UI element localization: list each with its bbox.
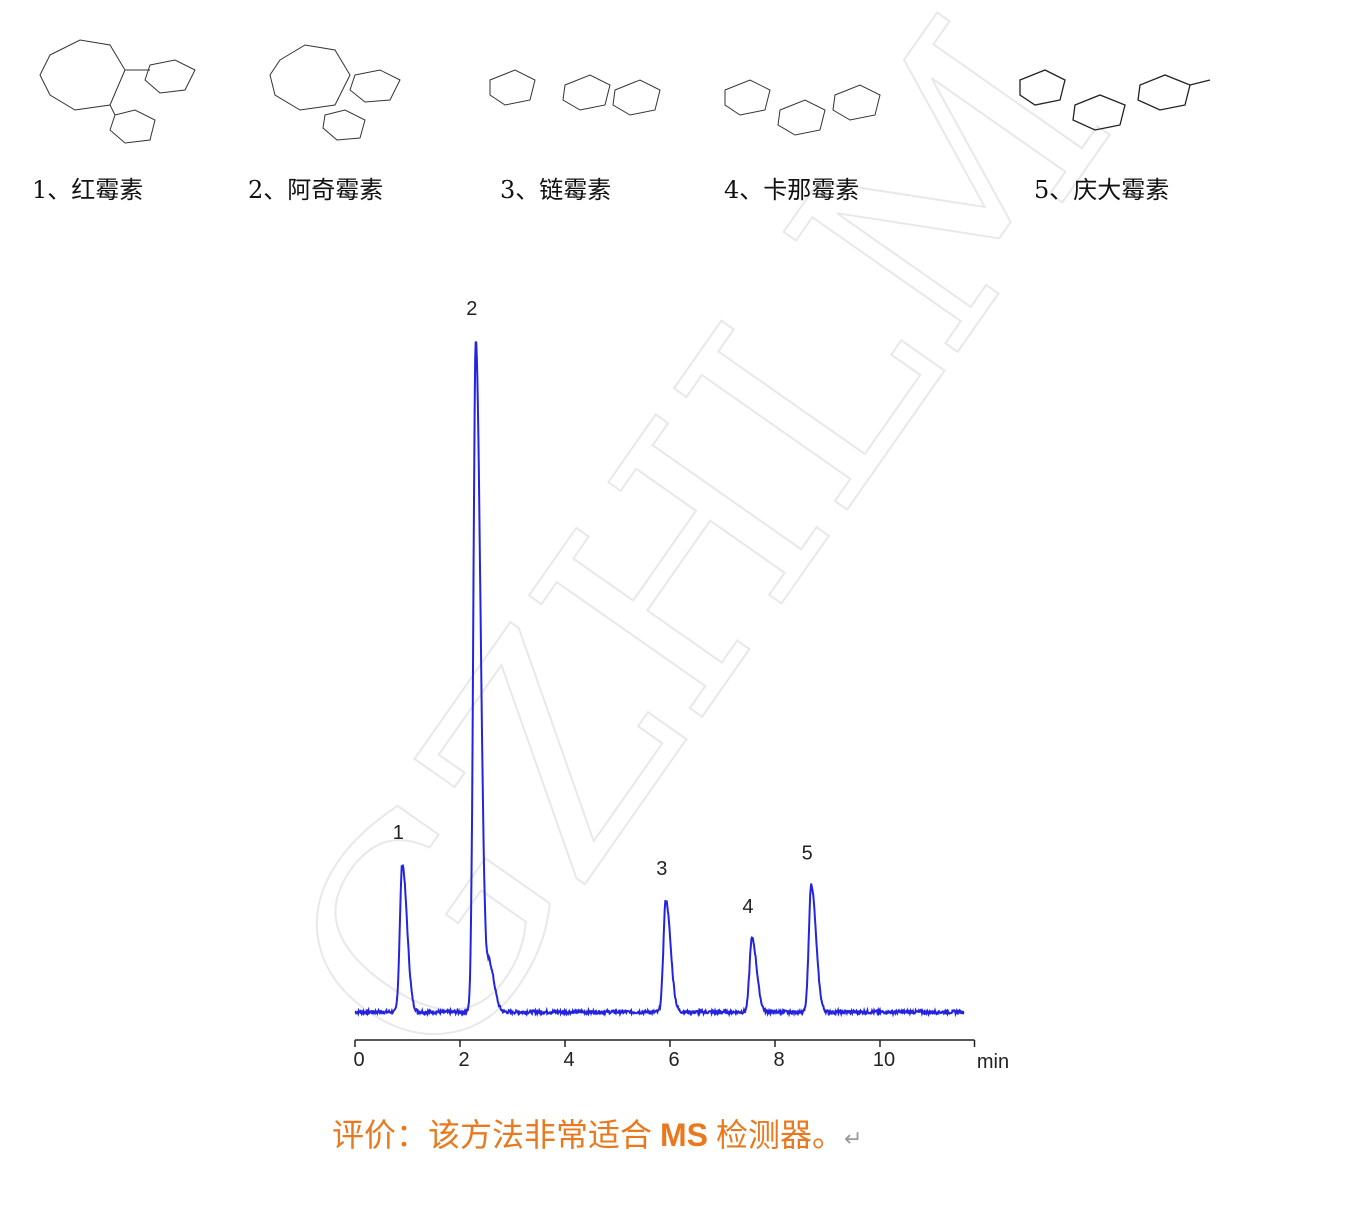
x-tick-label: 4 bbox=[563, 1049, 574, 1071]
x-tick-label: 6 bbox=[668, 1049, 679, 1071]
caption-prefix: 评价：该方法非常适合 bbox=[332, 1116, 653, 1154]
structure-gentamicin bbox=[1019, 69, 1211, 131]
peak-labels: 1 2 3 4 5 bbox=[393, 298, 813, 918]
structure-kanamycin bbox=[724, 79, 881, 136]
chromatogram-trace bbox=[354, 341, 965, 1018]
structure-streptomycin bbox=[489, 69, 661, 116]
compound-label-1: 1、红霉素 bbox=[32, 176, 144, 204]
peak-label-1: 1 bbox=[393, 822, 404, 844]
peak-label-5: 5 bbox=[802, 842, 813, 864]
x-axis-label: min bbox=[977, 1051, 1009, 1073]
peak-label-3: 3 bbox=[656, 858, 667, 880]
peak-label-4: 4 bbox=[742, 896, 753, 918]
x-tick-label: 10 bbox=[873, 1049, 895, 1071]
caption-suffix: 检测器。 bbox=[716, 1116, 845, 1154]
caption-detector: MS bbox=[660, 1117, 709, 1153]
peak-label-2: 2 bbox=[466, 298, 477, 320]
structure-azithromycin bbox=[269, 44, 401, 141]
x-tick-label: 8 bbox=[773, 1049, 784, 1071]
x-axis: 0 2 4 6 8 10 min bbox=[353, 1039, 1009, 1073]
evaluation-caption: 评价：该方法非常适合 MS 检测器。↵ bbox=[332, 1110, 862, 1156]
return-mark: ↵ bbox=[844, 1127, 863, 1152]
compound-label-4: 4、卡那霉素 bbox=[724, 176, 860, 204]
compound-label-2: 2、阿奇霉素 bbox=[248, 176, 384, 204]
x-tick-label: 2 bbox=[458, 1049, 469, 1071]
compound-label-3: 3、链霉素 bbox=[500, 176, 612, 204]
compound-label-5: 5、庆大霉素 bbox=[1034, 176, 1170, 204]
x-tick-label: 0 bbox=[353, 1049, 364, 1071]
structure-erythromycin bbox=[39, 39, 196, 144]
